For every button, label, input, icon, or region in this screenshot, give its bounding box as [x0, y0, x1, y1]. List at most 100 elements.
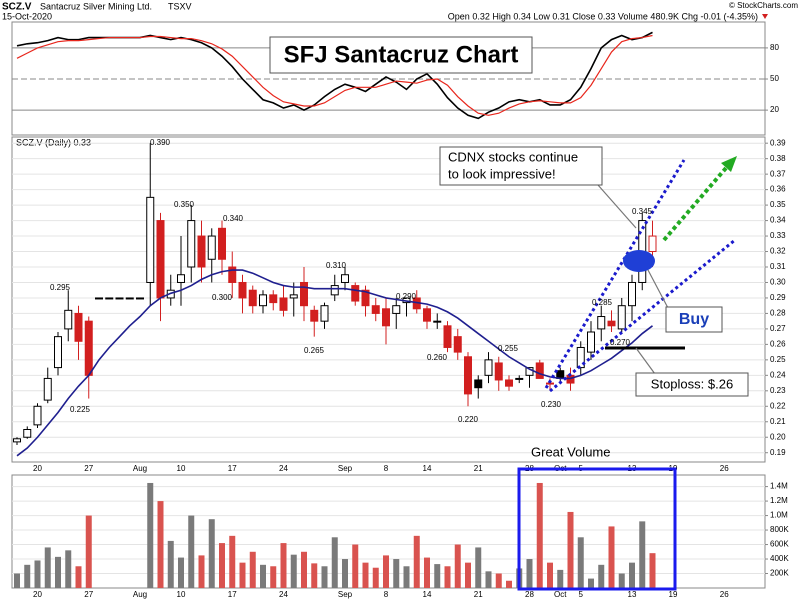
volume-bar: [229, 535, 236, 588]
candle-body: [54, 336, 62, 369]
y-tick-label: 80: [770, 43, 779, 52]
buy-box: [665, 306, 723, 333]
volume-bar: [352, 544, 359, 588]
x-tick-label: 27: [84, 464, 93, 473]
x-tick-label: 27: [84, 590, 93, 599]
volume-bar: [372, 567, 379, 588]
volume-bar: [639, 521, 646, 588]
candle-body: [423, 308, 431, 322]
volume-bar: [598, 564, 605, 588]
volume-bar: [178, 557, 184, 588]
y-tick-label: 0.20: [770, 432, 786, 441]
x-tick-label: 10: [177, 464, 186, 473]
buy-text: Buy: [679, 311, 709, 328]
volume-bar: [85, 515, 92, 588]
candle-body: [505, 379, 513, 387]
price-label: 0.295: [50, 283, 71, 292]
candle-body: [238, 281, 247, 299]
candle-body: [494, 362, 503, 381]
candle-body: [146, 196, 155, 283]
candle-body: [197, 235, 206, 268]
y-tick-label: 0.19: [770, 448, 786, 457]
y-tick-label: 1.2M: [770, 496, 788, 505]
volume-bar: [188, 515, 195, 588]
x-tick-label: 17: [228, 464, 237, 473]
candle-body: [177, 274, 185, 283]
volume-bar: [331, 537, 338, 588]
candle-body: [607, 320, 616, 327]
date: 15-Oct-2020: [2, 11, 52, 21]
price-label: 0.310: [326, 261, 347, 270]
header: SCZ.V Santacruz Silver Mining Ltd. TSXV …: [2, 1, 798, 21]
volume-bar: [362, 562, 369, 588]
volume-bar: [557, 569, 564, 588]
moving-average: [16, 269, 653, 457]
y-tick-label: 20: [770, 105, 779, 114]
candle-body: [474, 379, 483, 389]
y-tick-label: 0.37: [770, 169, 786, 178]
copyright: © StockCharts.com: [729, 1, 798, 10]
stoch-frame: [11, 21, 766, 136]
x-tick-label: 17: [228, 590, 237, 599]
price-label: 0.220: [458, 415, 479, 424]
price-frame: [11, 136, 766, 463]
x-tick-label: Sep: [338, 464, 353, 473]
volume-bar: [495, 573, 502, 588]
price-label: 0.270: [610, 338, 631, 347]
y-tick-label: 0.29: [770, 293, 786, 302]
price-label: 0.290: [396, 292, 417, 301]
x-tick-label: Aug: [133, 464, 147, 473]
price-label: 0.300: [212, 293, 233, 302]
candle-body: [95, 297, 103, 300]
candle-body: [289, 294, 298, 299]
candle-body: [74, 312, 83, 342]
x-tick-label: 14: [423, 590, 432, 599]
candle-body: [259, 294, 267, 307]
y-tick-label: 0.30: [770, 278, 786, 287]
volume-bar: [301, 551, 307, 588]
x-tick-label: Aug: [133, 590, 147, 599]
x-tick-label: 13: [628, 590, 637, 599]
volume-bar: [198, 555, 205, 588]
volume-bar: [485, 571, 492, 588]
buy-pointer: [647, 269, 669, 309]
candle-body: [125, 297, 134, 300]
volume-bar: [239, 562, 246, 588]
trend-line: [544, 159, 686, 389]
candle-body: [361, 289, 370, 307]
volume-bar: [280, 543, 287, 588]
x-tick-label: 21: [474, 464, 483, 473]
volume-bar: [24, 564, 31, 588]
price-label: 0.265: [304, 346, 325, 355]
volume-bar: [290, 554, 297, 588]
volume-bar: [321, 566, 328, 588]
y-tick-label: 0.23: [770, 386, 786, 395]
volume-bar: [454, 544, 461, 588]
y-tick-label: 0.25: [770, 355, 786, 364]
y-tick-label: 1.0M: [770, 511, 788, 520]
stoploss-text: Stoploss: $.26: [651, 376, 733, 391]
candle-body: [279, 297, 288, 311]
x-tick-label: 26: [720, 590, 729, 599]
candle-body: [320, 305, 329, 322]
volume-bar: [55, 556, 61, 588]
candle-body: [617, 305, 626, 330]
exchange: TSXV: [168, 1, 192, 11]
down-icon: [762, 14, 768, 19]
target-arrow: [662, 166, 728, 242]
volume-note: Great Volume: [531, 444, 611, 459]
callout-text: to look impressive!: [448, 166, 556, 181]
candle-body: [484, 359, 493, 376]
candle-body: [310, 309, 319, 322]
x-tick-label: 19: [669, 590, 678, 599]
y-tick-label: 0.28: [770, 309, 786, 318]
volume-bar: [649, 553, 656, 588]
x-tick-label: 26: [720, 464, 729, 473]
price-label: 0.285: [592, 298, 613, 307]
candle-body: [535, 362, 544, 379]
candle-body: [156, 220, 165, 299]
candle-body: [13, 438, 21, 443]
x-tick-label: Oct: [554, 590, 567, 599]
candle-body: [597, 316, 606, 330]
candle-body: [64, 309, 73, 330]
